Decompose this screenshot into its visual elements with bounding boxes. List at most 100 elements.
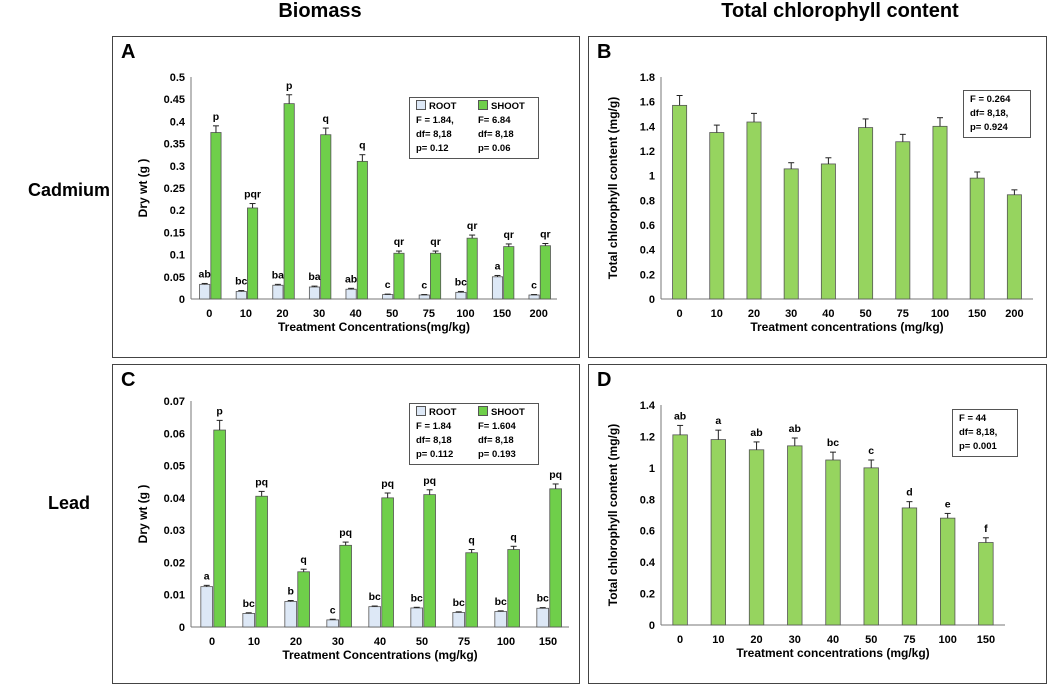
- significance-label: q: [468, 535, 474, 547]
- x-tick-label: 0: [677, 308, 683, 320]
- root-bar: [368, 606, 381, 628]
- y-tick-label: 1: [649, 171, 655, 183]
- x-tick-label: 40: [822, 308, 834, 320]
- chlorophyll-bar: [932, 125, 948, 300]
- x-tick-label: 0: [209, 636, 215, 648]
- significance-label: bc: [411, 592, 423, 604]
- y-tick-label: 0.05: [164, 272, 185, 284]
- root-bar: [284, 601, 297, 628]
- significance-label: bc: [537, 593, 549, 605]
- stat-b-p: p= 0.924: [970, 122, 1008, 133]
- y-axis-title: Dry wt (g ): [136, 159, 150, 218]
- x-tick-label: 20: [276, 308, 288, 320]
- chlorophyll-bar: [783, 168, 799, 300]
- legend-shoot-label: SHOOT: [491, 407, 525, 418]
- shoot-bar: [247, 207, 259, 300]
- y-tick-label: 0: [649, 294, 655, 306]
- root-bar: [272, 284, 284, 300]
- significance-label: d: [906, 487, 912, 499]
- significance-label: qr: [430, 236, 441, 248]
- significance-label: c: [421, 280, 427, 292]
- significance-label: pq: [549, 469, 562, 481]
- panel-label-a: A: [121, 41, 136, 63]
- x-tick-label: 50: [865, 634, 877, 646]
- y-tick-label: 1.8: [640, 72, 655, 84]
- stats-box-c: ROOT SHOOT F = 1.84 F= 1.604 df= 8,18 df= 8…: [409, 403, 539, 465]
- significance-label: ab: [199, 268, 211, 280]
- significance-label: bc: [495, 596, 507, 608]
- x-tick-label: 75: [423, 308, 435, 320]
- x-tick-label: 30: [785, 308, 797, 320]
- shoot-bar: [297, 571, 310, 628]
- significance-label: c: [385, 279, 391, 291]
- x-tick-label: 150: [539, 636, 557, 648]
- significance-label: pq: [423, 475, 436, 487]
- panel-label-b: B: [597, 41, 612, 63]
- significance-label: bc: [455, 276, 467, 288]
- chlorophyll-bar: [709, 132, 725, 300]
- significance-label: c: [868, 445, 874, 457]
- shoot-bar: [503, 246, 515, 300]
- chart-a-svg: 0 0.05 0.1 0.15 0.2 0.25 0.3 0.35 0.4 0.45 0.5 0 10 2…: [136, 72, 557, 334]
- cadmium-row-title: Cadmium: [28, 180, 111, 200]
- chlorophyll-bar: [978, 542, 994, 626]
- chlorophyll-bar: [901, 507, 918, 626]
- stat-root-df: df= 8,18: [416, 129, 452, 140]
- y-tick-label: 0.4: [170, 116, 186, 128]
- y-tick-label: 0.1: [170, 250, 185, 262]
- x-tick-label: 200: [530, 308, 548, 320]
- chlorophyll-bar: [820, 163, 836, 300]
- y-tick-label: 0.15: [164, 227, 185, 239]
- root-bar: [418, 294, 430, 300]
- root-bar: [410, 607, 423, 628]
- root-bar: [199, 283, 211, 300]
- significance-label: ab: [750, 427, 762, 439]
- shoot-bar: [465, 552, 478, 628]
- x-tick-label: 50: [386, 308, 398, 320]
- x-tick-label: 20: [748, 308, 760, 320]
- shoot-bar: [356, 160, 368, 300]
- chlorophyll-bar: [863, 467, 879, 626]
- shoot-legend-swatch: [478, 406, 488, 416]
- stat-d-p: p= 0.001: [959, 441, 997, 452]
- significance-label: p: [286, 80, 292, 92]
- shoot-bar: [430, 252, 442, 300]
- chart-d-svg: 0 0.2 0.4 0.6 0.8 1 1.2 1.4 0 10 20 30 40 50 75 100 150 T…: [606, 400, 1005, 660]
- significance-label: bc: [243, 598, 255, 610]
- x-tick-label: 100: [931, 308, 949, 320]
- x-tick-label: 0: [206, 308, 212, 320]
- significance-label: a: [204, 570, 210, 582]
- y-tick-label: 0.4: [640, 245, 656, 257]
- x-tick-label: 20: [290, 636, 302, 648]
- significance-label: pq: [381, 478, 394, 490]
- root-bar: [455, 291, 467, 300]
- shoot-bar: [210, 132, 222, 300]
- chlorophyll-bar: [746, 121, 762, 300]
- chlorophyll-column-title: Total chlorophyll content: [721, 0, 959, 22]
- stat-d-df: df= 8,18,: [959, 427, 998, 438]
- chlorophyll-bar: [858, 127, 874, 300]
- stat-shoot-f: F= 1.604: [478, 421, 516, 432]
- y-tick-label: 0.2: [170, 205, 185, 217]
- significance-label: ba: [272, 269, 284, 281]
- shoot-bar: [393, 252, 405, 300]
- root-bar: [491, 276, 504, 300]
- x-axis-title: Treatment Concentrations (mg/kg): [282, 648, 477, 662]
- significance-label: ab: [674, 410, 686, 422]
- chlorophyll-bar: [1006, 194, 1022, 300]
- stat-root-p: p= 0.12: [416, 143, 449, 154]
- significance-label: q: [323, 113, 329, 125]
- y-tick-label: 0.45: [164, 94, 185, 106]
- panel-a-cadmium-biomass: A 0 0.05 0.1 0.15 0.2 0.25 0.3 0.35 0.4 0.45 0.5 0 1…: [112, 36, 580, 358]
- panel-label-c: C: [121, 369, 136, 391]
- panel-d-lead-chlorophyll: D 0 0.2 0.4 0.6 0.8 1 1.2 1.4 0 10 20 30 40 50 75 100 15…: [588, 364, 1047, 684]
- y-axis-title: Dry wt (g ): [136, 485, 150, 544]
- stat-shoot-p: p= 0.193: [478, 449, 516, 460]
- root-bar: [326, 619, 339, 628]
- root-bar: [452, 612, 465, 628]
- x-tick-label: 50: [859, 308, 871, 320]
- x-tick-label: 10: [711, 308, 723, 320]
- x-axis-title: Treatment concentrations (mg/kg): [736, 646, 929, 660]
- stat-d-f: F = 44: [959, 413, 987, 424]
- root-bar: [200, 586, 213, 628]
